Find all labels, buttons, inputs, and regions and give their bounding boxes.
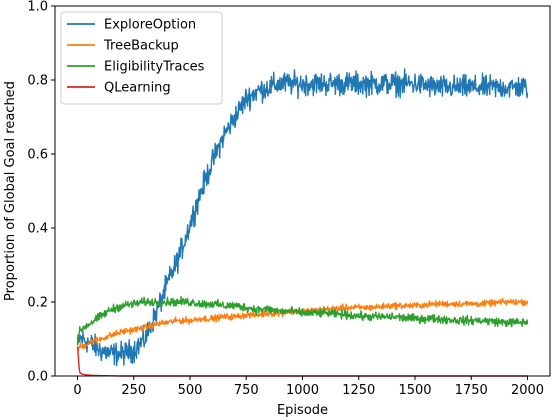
ticks-layer: 0 250 500 750 1000 1250 1500 1750 2000 0.0 0.2 0.4 0… [27, 0, 544, 398]
x-tick-label: 1500 [398, 383, 431, 398]
legend-box [60, 11, 223, 105]
legend: ExploreOption TreeBackup EligibilityTraces… [60, 11, 223, 105]
y-tick-label: 1.0 [27, 0, 48, 15]
series-layer [76, 68, 529, 377]
y-tick-label: 0.6 [27, 148, 48, 163]
series-line-eligibilitytraces [76, 296, 529, 345]
legend-label: QLearning [104, 81, 171, 96]
x-tick-label: 250 [121, 383, 146, 398]
y-axis-label: Proportion of Global Goal reached [3, 81, 18, 301]
legend-label: ExploreOption [104, 18, 196, 33]
x-axis-label: Episode [277, 403, 328, 418]
y-tick-label: 0.4 [27, 222, 48, 237]
x-tick-label: 1000 [286, 383, 319, 398]
y-tick-label: 0.2 [27, 296, 48, 311]
x-tick-label: 1750 [455, 383, 488, 398]
legend-label: EligibilityTraces [104, 60, 205, 75]
y-tick-label: 0.0 [27, 370, 48, 385]
legend-label: TreeBackup [103, 39, 179, 54]
x-tick-label: 750 [234, 383, 259, 398]
x-tick-label: 500 [178, 383, 203, 398]
y-tick-label: 0.8 [27, 74, 48, 89]
series-line-qlearning [76, 346, 528, 377]
x-tick-label: 2000 [511, 383, 544, 398]
x-tick-label: 0 [73, 383, 81, 398]
x-tick-label: 1250 [342, 383, 375, 398]
